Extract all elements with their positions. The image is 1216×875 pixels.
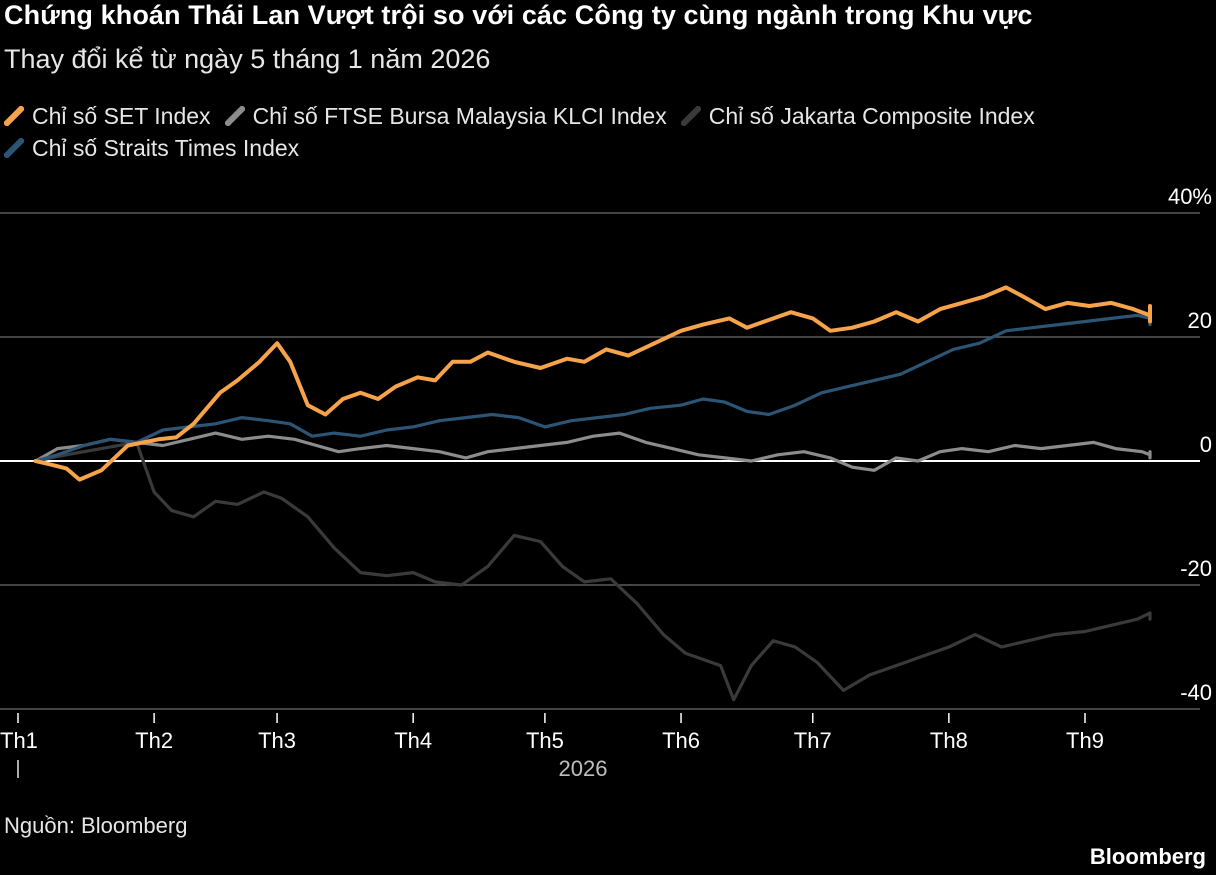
legend-swatch-line-set: [4, 106, 24, 126]
grid-layer: 40% 20 0 -20 -40: [0, 184, 1212, 710]
y-tick-label-2: 0: [1200, 432, 1212, 457]
bloomberg-logo: Bloomberg: [1089, 844, 1206, 869]
x-axis-year-label: 2026: [559, 756, 608, 781]
legend-row-1: Chỉ số SET Index Chỉ số FTSE Bursa Malay…: [4, 100, 1204, 132]
legend-swatch-sti: [4, 138, 24, 158]
legend-item-klci: Chỉ số FTSE Bursa Malaysia KLCI Index: [224, 102, 667, 130]
legend-label-jakarta: Chỉ số Jakarta Composite Index: [708, 102, 1035, 129]
y-tick-label-0: 40%: [1168, 184, 1212, 209]
legend-item-set: Chỉ số SET Index: [4, 103, 211, 130]
x-tick-label-8: Th9: [1066, 728, 1104, 753]
legend-row-2: Chỉ số Straits Times Index: [4, 132, 1204, 164]
x-tick-label-3: Th4: [394, 728, 432, 753]
y-tick-label-1: 20: [1188, 308, 1212, 333]
x-tick-label-6: Th7: [794, 728, 832, 753]
chart-subtitle: Thay đổi kể từ ngày 5 tháng 1 năm 2026: [4, 44, 491, 74]
legend-swatch-line-jakarta: [680, 106, 701, 126]
legend: Chỉ số SET Index Chỉ số FTSE Bursa Malay…: [4, 100, 1204, 164]
series-line-1: [33, 431, 1152, 472]
x-axis: Th1 Th2 Th3 Th4 Th5 Th6 Th7 Th8 Th9 2026: [0, 713, 1104, 781]
legend-swatch-set: [4, 106, 24, 126]
legend-swatch-klci: [224, 106, 245, 126]
source-note: Nguồn: Bloomberg: [4, 813, 188, 838]
legend-swatch-line-sti: [4, 138, 24, 158]
y-tick-label-4: -40: [1180, 680, 1212, 705]
line-chart: 40% 20 0 -20 -40 Th1 Th2 Th3 Th4 Th5 Th6 Th7 Th8 Th9…: [0, 184, 1212, 781]
x-tick-label-4: Th5: [526, 728, 564, 753]
legend-swatch-line-klci: [224, 106, 245, 126]
series-line-0: [33, 285, 1152, 482]
legend-item-sti: Chỉ số Straits Times Index: [4, 135, 299, 162]
y-tick-label-3: -20: [1180, 556, 1212, 581]
x-tick-label-1: Th2: [135, 728, 173, 753]
x-tick-label-5: Th6: [662, 728, 700, 753]
legend-label-set: Chỉ số SET Index: [32, 102, 211, 129]
legend-item-jakarta: Chỉ số Jakarta Composite Index: [680, 102, 1035, 130]
x-tick-label-0: Th1: [0, 728, 38, 753]
legend-label-klci: Chỉ số FTSE Bursa Malaysia KLCI Index: [252, 102, 667, 129]
series-line-3: [33, 313, 1152, 463]
x-tick-label-2: Th3: [258, 728, 296, 753]
x-tick-label-7: Th8: [930, 728, 968, 753]
series-layer: [33, 285, 1152, 702]
legend-swatch-jakarta: [680, 106, 701, 126]
series-line-2: [33, 440, 1152, 702]
chart-title: Chứng khoán Thái Lan Vượt trội so với cá…: [4, 0, 1033, 30]
legend-label-sti: Chỉ số Straits Times Index: [32, 134, 300, 161]
